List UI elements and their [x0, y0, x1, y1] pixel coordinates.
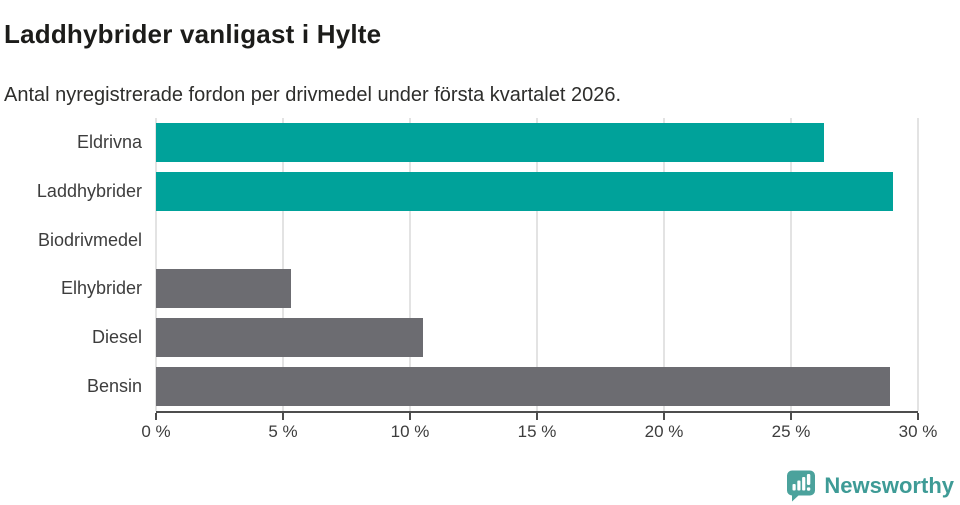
category-label: Diesel: [91, 327, 142, 348]
tick-label: 5 %: [268, 422, 298, 441]
x-axis: 0 % 5 % 10 % 15 % 20 % 25 % 30 %: [141, 413, 937, 455]
category-labels: Eldrivna Laddhybrider Biodrivmedel Elhybrid…: [0, 118, 142, 411]
bar: [156, 171, 893, 211]
tick-mark: [536, 413, 538, 420]
bar-chart: Eldrivna Laddhybrider Biodrivmedel Elhybrid…: [0, 118, 960, 413]
tick-mark: [917, 413, 919, 420]
gridline: [155, 118, 157, 411]
bar-row: [156, 362, 918, 411]
bar-row: [156, 264, 918, 313]
bar-row: [156, 118, 918, 167]
category-label: Eldrivna: [76, 131, 142, 152]
newsworthy-logo[interactable]: Newsworthy: [785, 469, 954, 502]
bar-rows: [156, 118, 918, 411]
newsworthy-wordmark: Newsworthy: [824, 472, 954, 498]
page-title: Laddhybrider vanligast i Hylte: [4, 19, 382, 50]
gridline: [790, 118, 792, 411]
tick-mark: [282, 413, 284, 420]
newsworthy-icon: [785, 469, 817, 502]
gridline: [917, 118, 919, 411]
bar: [156, 269, 291, 309]
category-label: Biodrivmedel: [37, 229, 142, 250]
tick-mark: [155, 413, 157, 420]
tick-label: 30 %: [898, 422, 938, 441]
gridline: [282, 118, 284, 411]
tick-label: 10 %: [390, 422, 430, 441]
tick-mark: [663, 413, 665, 420]
tick-label: 0 %: [141, 422, 171, 441]
tick-label: 25 %: [771, 422, 811, 441]
bar-row: [156, 216, 918, 265]
tick-mark: [409, 413, 411, 420]
category-label: Bensin: [86, 376, 142, 397]
tick-label: 20 %: [644, 422, 684, 441]
category-label: Laddhybrider: [36, 180, 142, 201]
bar: [156, 318, 423, 358]
gridline: [409, 118, 411, 411]
chart-subtitle: Antal nyregistrerade fordon per drivmede…: [4, 84, 622, 106]
bar: [156, 367, 891, 407]
gridline: [536, 118, 538, 411]
category-label: Elhybrider: [60, 278, 142, 299]
gridline: [663, 118, 665, 411]
tick-label: 15 %: [517, 422, 557, 441]
bar-row: [156, 313, 918, 362]
bar: [156, 122, 825, 162]
tick-mark: [790, 413, 792, 420]
bar-row: [156, 167, 918, 216]
plot-area: [155, 118, 919, 413]
